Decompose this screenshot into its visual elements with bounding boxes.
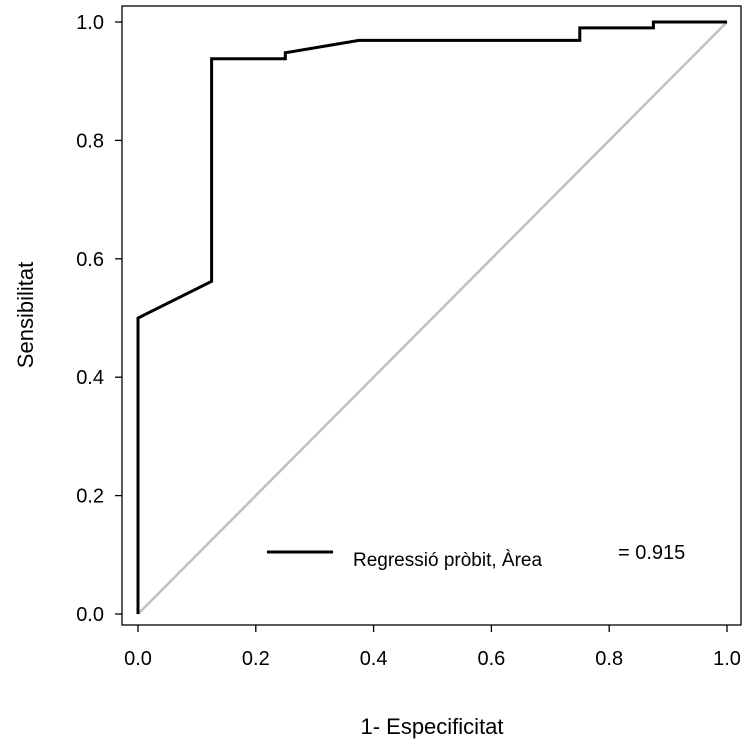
x-tick-label: 0.4 bbox=[360, 648, 388, 670]
y-axis: 0.0 0.2 0.4 0.6 0.8 1.0 bbox=[76, 12, 122, 626]
roc-curve-line bbox=[136, 20, 727, 614]
y-tick-label: 0.8 bbox=[76, 130, 104, 152]
y-tick-label: 1.0 bbox=[76, 12, 104, 34]
x-tick-label: 0.2 bbox=[242, 648, 270, 670]
x-tick-label: 1.0 bbox=[713, 648, 741, 670]
x-tick-label: 0.0 bbox=[124, 648, 152, 670]
x-tick-label: 0.6 bbox=[477, 648, 505, 670]
legend: Regressió pròbit, Àrea = 0.915 bbox=[267, 542, 685, 571]
legend-label: Regressió pròbit, Àrea bbox=[353, 550, 542, 571]
y-axis-title: Sensibilitat bbox=[13, 262, 38, 368]
reference-diagonal-line bbox=[137, 21, 728, 615]
x-axis-title: 1- Especificitat bbox=[360, 714, 503, 739]
y-tick-label: 0.0 bbox=[76, 604, 104, 626]
y-tick-label: 0.4 bbox=[76, 367, 104, 389]
plot-frame bbox=[121, 5, 742, 626]
series-layer bbox=[136, 20, 728, 615]
x-axis: 0.0 0.2 0.4 0.6 0.8 1.0 bbox=[124, 625, 741, 670]
legend-value: = 0.915 bbox=[618, 542, 685, 564]
y-tick-label: 0.2 bbox=[76, 486, 104, 508]
y-tick-label: 0.6 bbox=[76, 249, 104, 271]
x-tick-label: 0.8 bbox=[595, 648, 623, 670]
